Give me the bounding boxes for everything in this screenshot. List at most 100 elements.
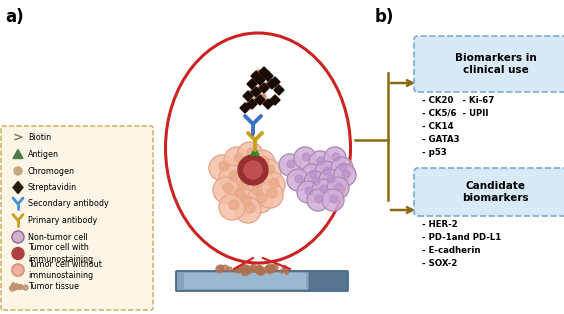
Circle shape [307,189,329,211]
Text: Tumor cell without
immunostaining: Tumor cell without immunostaining [28,260,102,280]
Circle shape [267,188,277,198]
Circle shape [312,177,320,185]
Text: Secondary antibody: Secondary antibody [28,199,109,208]
Polygon shape [251,71,261,81]
Circle shape [13,287,16,290]
Circle shape [332,153,340,161]
Circle shape [225,182,251,208]
Circle shape [315,195,323,203]
Circle shape [269,178,279,188]
Circle shape [297,181,319,203]
Polygon shape [259,67,269,77]
Circle shape [265,82,271,88]
Text: Tumor tissue: Tumor tissue [28,282,79,291]
Circle shape [304,171,326,193]
Circle shape [255,159,281,185]
Circle shape [241,265,249,272]
Text: a): a) [5,8,24,26]
Polygon shape [267,79,277,89]
Polygon shape [247,99,257,109]
Polygon shape [255,95,265,105]
Circle shape [287,160,295,168]
Circle shape [256,269,262,274]
Circle shape [227,267,232,271]
Circle shape [267,267,270,270]
Text: - HER-2: - HER-2 [422,220,458,229]
Text: - CK5/6  - UPII: - CK5/6 - UPII [422,109,488,118]
FancyBboxPatch shape [309,272,347,290]
Polygon shape [270,95,280,105]
Circle shape [260,74,266,80]
Text: - PD-1and PD-L1: - PD-1and PD-L1 [422,233,501,242]
Text: Primary antibody: Primary antibody [28,216,97,225]
Circle shape [241,195,251,205]
Circle shape [257,86,263,92]
Circle shape [19,285,23,289]
Circle shape [259,172,285,198]
Text: Tumor cell with
immunostaining: Tumor cell with immunostaining [28,243,93,263]
FancyBboxPatch shape [1,126,153,310]
Circle shape [327,175,335,183]
Circle shape [229,171,239,181]
Circle shape [239,266,243,270]
Circle shape [315,161,337,183]
Circle shape [209,155,235,181]
Circle shape [12,264,24,276]
Circle shape [239,178,249,188]
Circle shape [331,157,353,179]
Polygon shape [270,77,280,87]
Circle shape [241,268,248,276]
Circle shape [322,189,344,211]
Circle shape [218,265,224,271]
Circle shape [257,265,262,270]
Circle shape [23,285,28,290]
Circle shape [229,172,255,198]
Circle shape [256,70,262,76]
Circle shape [12,231,24,243]
Circle shape [257,267,263,273]
Circle shape [249,90,255,96]
Text: Biomarkers in
clinical use: Biomarkers in clinical use [455,53,536,75]
Circle shape [280,269,284,273]
Circle shape [252,185,262,195]
Circle shape [15,284,18,287]
Circle shape [287,169,309,191]
Circle shape [253,173,263,183]
Circle shape [334,164,356,186]
Circle shape [219,161,229,171]
Polygon shape [255,75,265,85]
Polygon shape [243,91,253,101]
Text: Streptavidin: Streptavidin [28,183,77,192]
Circle shape [309,170,317,178]
Circle shape [219,165,245,191]
Circle shape [12,247,24,259]
Text: Antigen: Antigen [28,150,59,159]
FancyBboxPatch shape [184,273,306,289]
Circle shape [16,284,21,290]
FancyBboxPatch shape [414,36,564,92]
Circle shape [270,265,275,270]
Circle shape [245,203,255,213]
Circle shape [235,268,239,272]
FancyBboxPatch shape [414,168,564,216]
Circle shape [260,94,266,100]
Circle shape [242,179,268,205]
Circle shape [229,200,239,210]
Circle shape [257,271,261,275]
Circle shape [283,267,289,272]
Circle shape [283,265,287,269]
Text: - CK14: - CK14 [422,122,453,131]
Circle shape [320,185,328,193]
Circle shape [257,193,267,203]
Polygon shape [240,103,250,113]
Circle shape [258,270,263,275]
Polygon shape [274,85,284,95]
Circle shape [339,163,347,171]
Circle shape [266,266,274,273]
Circle shape [255,267,263,274]
Text: b): b) [375,8,394,26]
Circle shape [268,265,276,272]
Circle shape [236,267,242,273]
Circle shape [268,268,272,273]
Circle shape [252,98,258,104]
